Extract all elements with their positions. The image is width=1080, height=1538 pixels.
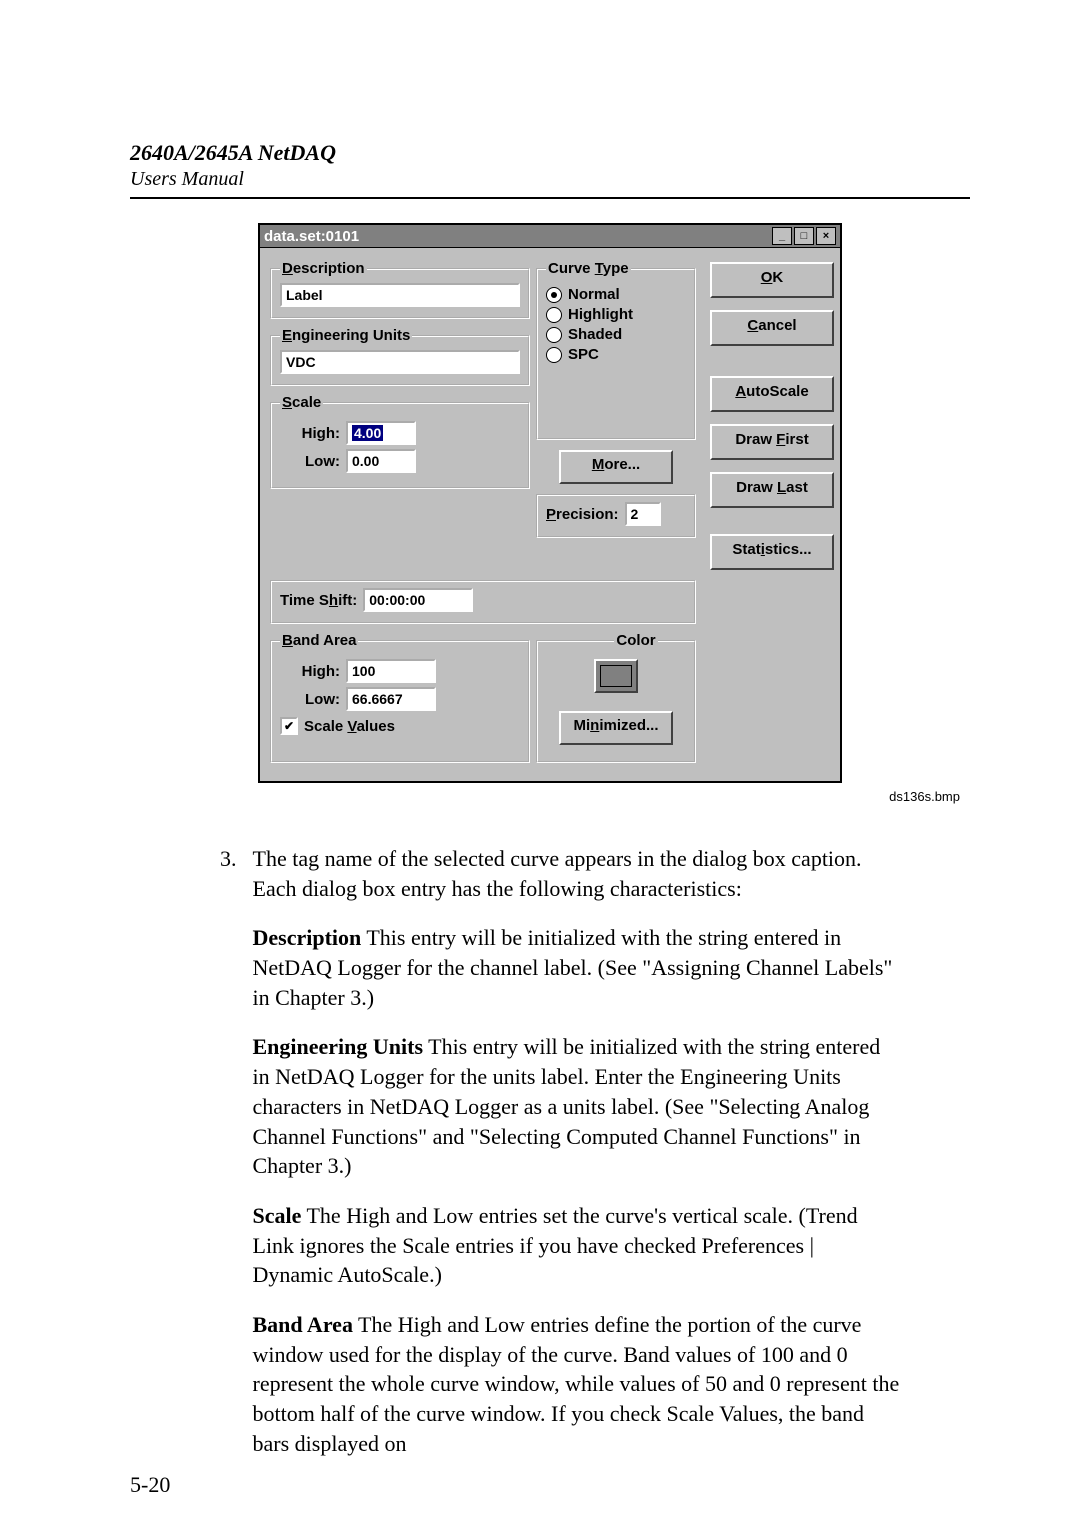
ok-button[interactable]: OK [710,262,834,298]
scale-low-label: Low: [280,453,340,470]
scale-group: Scale High: 4.00 Low: 0.00 [270,394,530,489]
band-low-label: Low: [280,691,340,708]
band-high-label: High: [280,663,340,680]
band-high-input[interactable]: 100 [346,659,436,683]
precision-group: Precision: 2 [536,494,696,538]
scale-high-input[interactable]: 4.00 [346,421,416,445]
doc-title: 2640A/2645A NetDAQ [130,140,970,166]
scale-high-label: High: [280,425,340,442]
time-shift-input[interactable]: 00:00:00 [363,588,473,612]
band-area-group: Band Area High: 100 Low: 66.6667 ✔ Scale… [270,632,530,763]
minimized-button[interactable]: Minimized... [559,711,673,745]
minimize-icon[interactable]: _ [772,227,792,245]
dialog-caption: data.set:0101 [264,228,359,245]
autoscale-button[interactable]: AutoScale [710,376,834,412]
draw-first-button[interactable]: Draw First [710,424,834,460]
cancel-button[interactable]: Cancel [710,310,834,346]
header-rule [130,197,970,199]
time-shift-group: Time Shift: 00:00:00 [270,580,696,624]
dialog-window: data.set:0101 _ □ × Description Label En… [258,223,842,783]
radio-spc[interactable]: SPC [546,346,686,363]
color-group: Color Minimized... [536,632,696,763]
maximize-icon[interactable]: □ [794,227,814,245]
band-low-input[interactable]: 66.6667 [346,687,436,711]
checkbox-icon: ✔ [280,717,298,735]
radio-shaded[interactable]: Shaded [546,326,686,343]
list-number: 3. [220,844,237,1478]
description-group: Description Label [270,260,530,319]
more-button[interactable]: More... [559,450,673,484]
scale-values-checkbox-row[interactable]: ✔ Scale Values [280,717,520,735]
dialog-titlebar[interactable]: data.set:0101 _ □ × [260,225,840,248]
intro-text: The tag name of the selected curve appea… [253,844,901,903]
eng-units-group: Engineering Units VDC [270,327,530,386]
desc-para: Description This entry will be initializ… [253,923,901,1012]
doc-subtitle: Users Manual [130,168,970,191]
scale-low-input[interactable]: 0.00 [346,449,416,473]
radio-highlight[interactable]: Highlight [546,306,686,323]
description-input[interactable]: Label [280,283,520,307]
eng-units-input[interactable]: VDC [280,350,520,374]
statistics-button[interactable]: Statistics... [710,534,834,570]
close-icon[interactable]: × [816,227,836,245]
curve-type-group: Curve Type Normal Highlight Shaded [536,260,696,440]
radio-normal[interactable]: Normal [546,286,686,303]
precision-input[interactable]: 2 [625,502,661,526]
band-para: Band Area The High and Low entries defin… [253,1310,901,1458]
scale-para: Scale The High and Low entries set the c… [253,1201,901,1290]
draw-last-button[interactable]: Draw Last [710,472,834,508]
radio-icon [546,307,562,323]
color-swatch[interactable] [594,659,638,693]
eng-para: Engineering Units This entry will be ini… [253,1032,901,1180]
radio-icon [546,347,562,363]
radio-icon [546,287,562,303]
radio-icon [546,327,562,343]
figure-caption: ds136s.bmp [380,789,960,804]
page-number: 5-20 [130,1472,170,1498]
